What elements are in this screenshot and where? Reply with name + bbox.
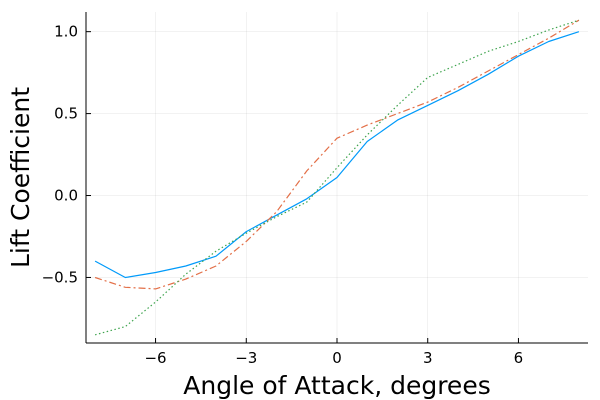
series-line-2 (94, 19, 580, 290)
x-tick-label: 6 (514, 349, 524, 367)
x-tick-label: −3 (235, 349, 257, 367)
ticks: −6 −3 0 3 6 −0.5 0.0 0.5 1.0 (42, 23, 524, 367)
x-tick-label: 0 (332, 349, 342, 367)
y-tick-label: 0.0 (54, 187, 78, 205)
grid (86, 12, 588, 343)
x-axis-title: Angle of Attack, degrees (183, 371, 490, 400)
series-group (94, 19, 580, 336)
series-line-1 (94, 31, 580, 279)
y-tick-label: −0.5 (42, 268, 78, 286)
y-tick-label: 1.0 (54, 23, 78, 41)
y-tick-label: 0.5 (54, 105, 78, 123)
y-axis-title: Lift Coefficient (6, 87, 35, 268)
x-tick-label: −6 (144, 349, 166, 367)
x-tick-label: 3 (423, 349, 433, 367)
